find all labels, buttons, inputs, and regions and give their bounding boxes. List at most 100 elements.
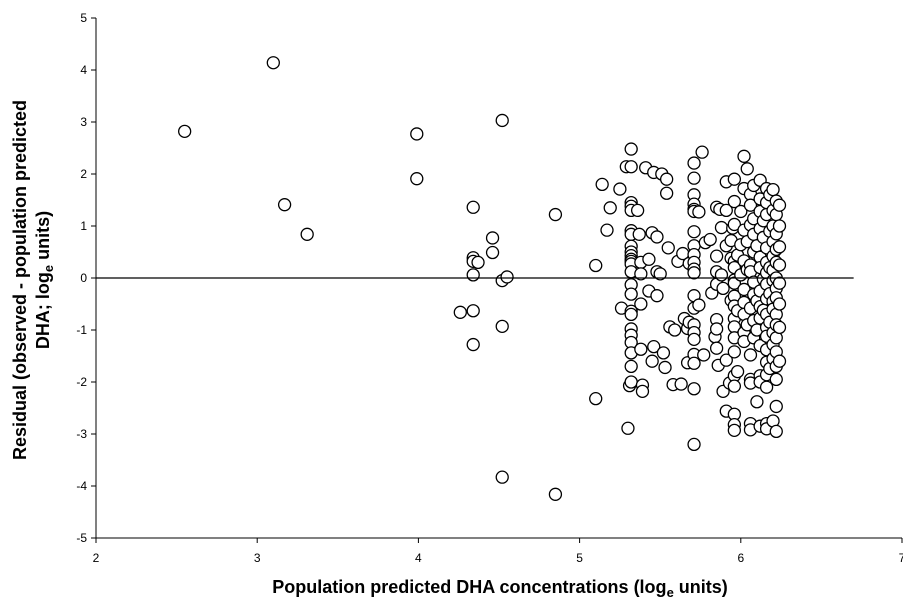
data-point [727,217,742,232]
data-point [624,142,638,156]
data-point [734,204,748,219]
data-point [687,266,701,280]
y-tick-label: -5 [76,531,87,545]
data-point [709,322,724,336]
data-point [769,399,783,414]
data-point [692,205,706,219]
data-point [687,156,701,170]
data-point [769,372,783,387]
data-point [495,470,509,484]
data-point [410,127,424,141]
data-point [727,194,742,209]
data-point [548,487,563,501]
data-point [687,332,701,347]
data-point [697,348,711,362]
data-point [730,364,745,379]
data-point [772,258,787,272]
data-point [661,241,675,255]
data-point [772,276,787,290]
data-point [613,182,627,196]
data-point [772,198,787,212]
data-point [624,287,638,301]
data-point [453,305,467,319]
data-point [410,172,424,186]
data-point [727,345,742,359]
data-point [277,198,292,212]
data-point [743,348,758,362]
data-point [727,379,742,393]
data-point [635,384,650,399]
data-point [772,219,787,233]
data-point [642,252,656,266]
data-point [743,198,758,212]
data-point [589,391,603,406]
x-tick-label: 7 [899,551,903,565]
x-tick-label: 6 [737,551,744,565]
data-point [603,201,617,215]
data-point [687,382,701,396]
data-point [674,377,688,391]
y-tick-label: 2 [80,167,87,181]
x-axis-ticks: 2 3 4 5 6 7 [93,538,903,565]
data-point [740,162,754,176]
x-axis-title: Population predicted DHA concentrations … [272,577,728,600]
data-point [624,307,638,322]
y-tick-label: -3 [76,427,87,441]
y-axis-title-line1: Residual (observed - population predicte… [10,100,30,460]
data-point [466,337,480,352]
data-point [759,380,774,394]
data-point [687,225,701,239]
data-point [714,220,729,235]
data-point [645,354,659,368]
y-tick-label: 3 [80,115,87,129]
data-point [692,298,706,312]
data-point [719,203,733,218]
data-point [737,149,751,163]
data-points [178,56,787,501]
data-point [727,423,742,438]
data-point [659,172,674,186]
data-point [632,227,646,241]
y-tick-label: -1 [76,323,87,337]
x-tick-label: 5 [576,551,583,565]
data-point [719,353,733,367]
data-point [595,177,609,192]
data-point [766,182,780,197]
data-point [703,232,717,247]
data-point [466,268,480,282]
data-point [687,171,701,185]
y-tick-label: 4 [80,63,87,77]
data-point [653,267,667,281]
data-point [714,268,729,282]
x-tick-label: 2 [93,551,100,565]
data-point [687,356,701,370]
data-point [466,200,480,214]
data-point [178,124,192,139]
data-point [589,258,603,273]
data-point [695,145,709,159]
data-point [650,230,664,244]
data-point [466,304,480,318]
y-axis-ticks: 5 4 3 2 1 0 -1 -2 -3 -4 -5 [76,11,96,545]
data-point [630,203,645,218]
y-tick-label: -4 [76,479,87,493]
data-point [624,375,638,389]
data-point [716,281,730,296]
data-point [772,320,787,335]
data-point [769,424,783,439]
y-tick-label: 5 [80,11,87,25]
data-point [266,56,280,70]
y-tick-label: -2 [76,375,87,389]
data-point [772,240,787,254]
data-point [300,227,314,241]
data-point [772,297,787,311]
data-point [687,437,701,452]
data-point [647,339,661,354]
x-tick-label: 3 [254,551,261,565]
data-point [634,297,648,311]
data-point [600,223,614,237]
data-point [548,207,563,222]
data-point [500,270,514,284]
data-point [750,395,764,409]
data-point [634,342,648,356]
